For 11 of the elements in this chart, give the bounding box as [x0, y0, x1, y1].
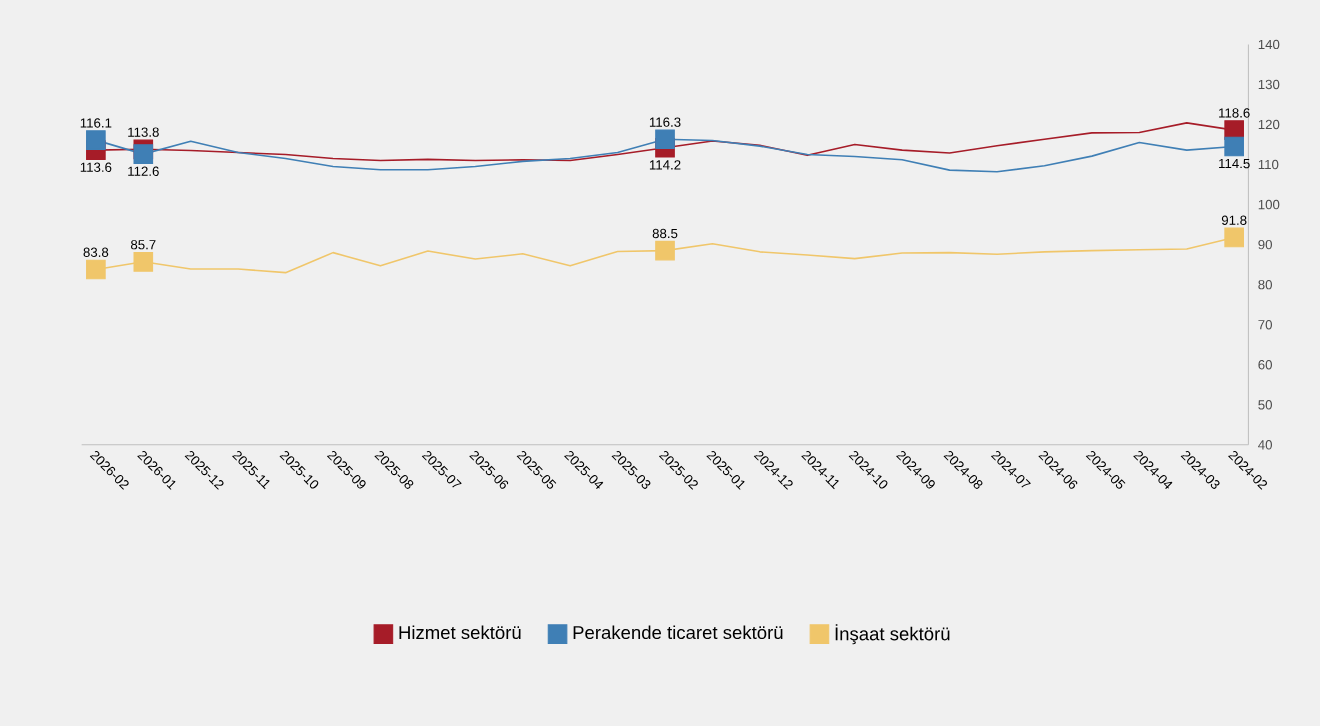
point	[655, 129, 675, 150]
legend-label: Perakende ticaret sektörü	[573, 625, 783, 640]
point	[86, 259, 106, 280]
point	[86, 130, 106, 150]
legend-label: Hizmet sektörü	[399, 625, 521, 640]
point	[1224, 227, 1244, 248]
point	[133, 144, 154, 164]
point	[133, 252, 154, 272]
point	[1224, 136, 1244, 157]
legend-label: İnşaat sektörü	[835, 624, 950, 645]
point	[655, 240, 675, 261]
